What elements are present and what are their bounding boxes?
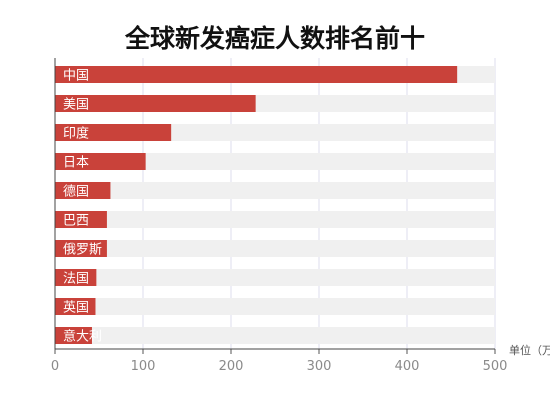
bar-track-5 [55, 211, 495, 228]
category-label-6: 俄罗斯 [63, 243, 102, 258]
bar-0 [55, 66, 458, 83]
bar-9 [55, 327, 92, 344]
x-tick-label-5: 500 [483, 359, 508, 374]
bar-layer [55, 66, 458, 344]
x-tick-label-2: 200 [219, 359, 244, 374]
x-tick-label-4: 400 [395, 359, 420, 374]
axis-layer: 0 100 200 300 400 500 [51, 58, 508, 374]
unit-label: 单位（万 [509, 343, 550, 357]
bar-8 [55, 298, 96, 315]
category-label-4: 德国 [63, 185, 89, 200]
x-tick-label-0: 0 [51, 359, 59, 374]
category-label-2: 印度 [63, 126, 89, 142]
category-label-5: 巴西 [63, 214, 89, 229]
bar-7 [55, 269, 97, 286]
bar-track-6 [55, 240, 495, 257]
bar-track-7 [55, 269, 495, 286]
bar-4 [55, 182, 111, 199]
bar-5 [55, 211, 107, 228]
bar-track-3 [55, 153, 495, 170]
category-label-1: 美国 [63, 98, 89, 113]
track-layer [55, 66, 495, 344]
category-label-3: 日本 [63, 156, 89, 171]
category-label-0: 中国 [63, 69, 89, 84]
bar-track-8 [55, 298, 495, 315]
bar-2 [55, 124, 172, 141]
x-tick-label-3: 300 [307, 359, 332, 374]
chart-title: 全球新发癌症人数排名前十 [124, 24, 425, 53]
category-label-8: 英国 [63, 301, 89, 316]
category-label-7: 法国 [63, 272, 89, 287]
bar-3 [55, 153, 146, 170]
bar-track-9 [55, 327, 495, 344]
bar-6 [55, 240, 107, 257]
category-label-9: 意大利 [63, 329, 102, 345]
bar-track-4 [55, 182, 495, 199]
x-tick-label-1: 100 [131, 359, 156, 374]
bar-1 [55, 95, 256, 112]
